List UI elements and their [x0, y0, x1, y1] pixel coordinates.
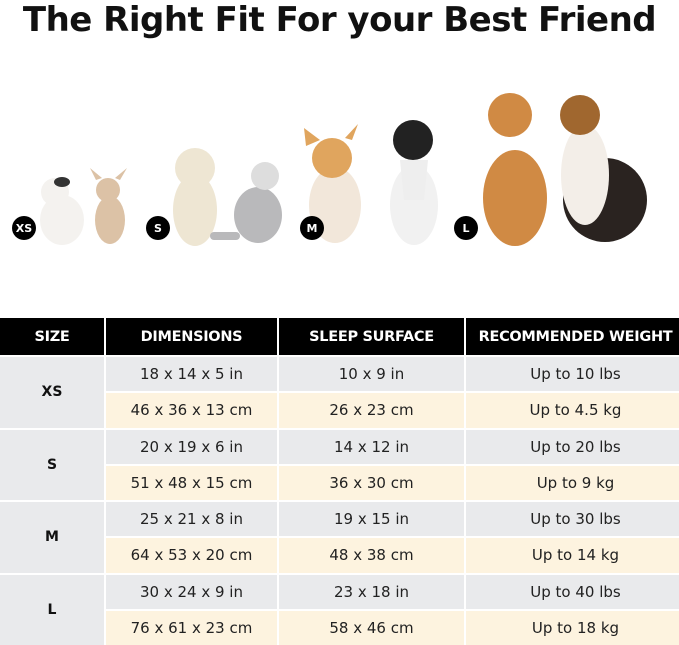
size-cell: L — [0, 574, 104, 645]
l-collie — [560, 95, 647, 242]
header-sleep-surface: SLEEP SURFACE — [279, 318, 464, 355]
dimensions-cell: 76 x 61 x 23 cm — [106, 610, 277, 645]
size-badge-s: S — [146, 216, 170, 240]
weight-cell: Up to 30 lbs — [466, 502, 679, 537]
sleep-surface-cell: 36 x 30 cm — [279, 465, 464, 500]
m-border-collie — [390, 120, 438, 245]
sleep-surface-cell: 19 x 15 in — [279, 502, 464, 537]
s-cat — [210, 162, 282, 243]
dimensions-cell: 51 x 48 x 15 cm — [106, 465, 277, 500]
size-cell: M — [0, 502, 104, 573]
sleep-surface-cell: 26 x 23 cm — [279, 393, 464, 428]
sleep-surface-cell: 48 x 38 cm — [279, 538, 464, 573]
weight-cell: Up to 40 lbs — [466, 574, 679, 609]
dimensions-cell: 46 x 36 x 13 cm — [106, 393, 277, 428]
header-dimensions: DIMENSIONS — [106, 318, 277, 355]
size-badge-l: L — [454, 216, 478, 240]
dimensions-cell: 30 x 24 x 9 in — [106, 574, 277, 609]
dimensions-cell: 18 x 14 x 5 in — [106, 357, 277, 392]
size-badge-m: M — [300, 216, 324, 240]
sleep-surface-cell: 10 x 9 in — [279, 357, 464, 392]
page-title: The Right Fit For your Best Friend — [22, 0, 657, 40]
size-cell: S — [0, 429, 104, 500]
xs-cat — [40, 177, 84, 245]
sleep-surface-cell: 58 x 46 cm — [279, 610, 464, 645]
size-chart-table: SIZE DIMENSIONS SLEEP SURFACE RECOMMENDE… — [0, 318, 679, 645]
weight-cell: Up to 10 lbs — [466, 357, 679, 392]
weight-cell: Up to 9 kg — [466, 465, 679, 500]
header-size: SIZE — [0, 318, 104, 355]
dimensions-cell: 64 x 53 x 20 cm — [106, 538, 277, 573]
pets-illustration: XS S M L — [0, 80, 679, 255]
size-cell: XS — [0, 357, 104, 428]
pets-image — [40, 93, 647, 246]
sleep-surface-cell: 14 x 12 in — [279, 429, 464, 464]
l-golden-retriever — [483, 93, 547, 246]
weight-cell: Up to 4.5 kg — [466, 393, 679, 428]
xs-chihuahua — [90, 168, 127, 244]
weight-cell: Up to 20 lbs — [466, 429, 679, 464]
dimensions-cell: 25 x 21 x 8 in — [106, 502, 277, 537]
weight-cell: Up to 18 kg — [466, 610, 679, 645]
dimensions-cell: 20 x 19 x 6 in — [106, 429, 277, 464]
sleep-surface-cell: 23 x 18 in — [279, 574, 464, 609]
s-maltese — [173, 148, 217, 246]
weight-cell: Up to 14 kg — [466, 538, 679, 573]
size-badge-xs: XS — [12, 216, 36, 240]
header-recommended-weight: RECOMMENDED WEIGHT — [466, 318, 679, 355]
